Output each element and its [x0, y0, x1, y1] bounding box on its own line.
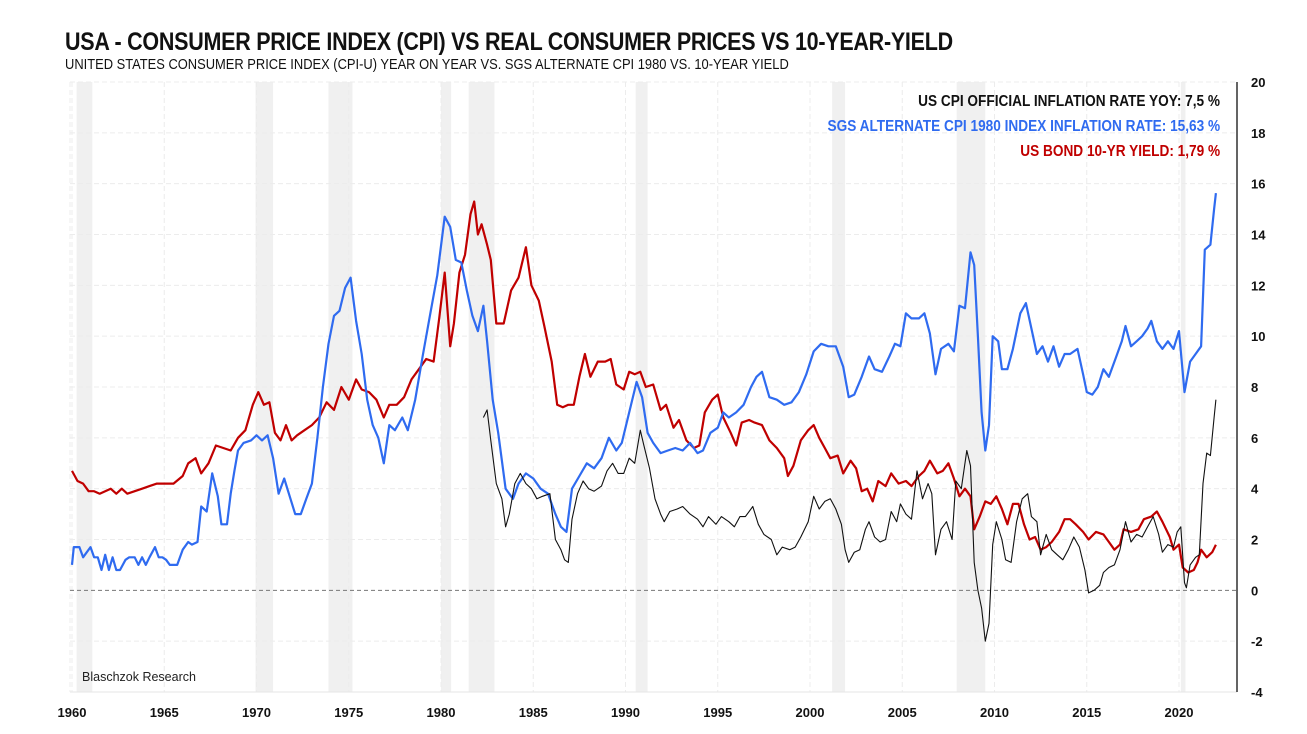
- x-tick-label: 1975: [334, 705, 363, 720]
- y-tick-label: 14: [1251, 228, 1266, 243]
- x-tick-label: 2010: [980, 705, 1009, 720]
- sgs-alternate-cpi-line: [70, 192, 1217, 572]
- watermark: Blaschzok Research: [82, 670, 196, 684]
- y-tick-label: -2: [1251, 634, 1263, 649]
- x-tick-label: 2000: [796, 705, 825, 720]
- x-axis-ticks: 1960 1965 1970 1975 1980 1985 1990 1995 2000 2005…: [58, 705, 1194, 720]
- y-tick-label: 18: [1251, 126, 1265, 141]
- x-tick-label: 1960: [58, 705, 87, 720]
- x-tick-label: 1965: [150, 705, 179, 720]
- y-tick-label: 4: [1251, 482, 1259, 497]
- y-tick-label: 12: [1251, 278, 1265, 293]
- y-tick-label: 0: [1251, 583, 1258, 598]
- y-tick-label: 8: [1251, 380, 1258, 395]
- x-tick-label: 2015: [1072, 705, 1101, 720]
- x-tick-label: 1990: [611, 705, 640, 720]
- chart-title: USA - CONSUMER PRICE INDEX (CPI) VS REAL…: [65, 28, 953, 56]
- y-tick-label: 10: [1251, 329, 1265, 344]
- cpi-official-line: [482, 399, 1217, 642]
- x-tick-label: 1970: [242, 705, 271, 720]
- y-tick-label: 6: [1251, 431, 1258, 446]
- x-tick-label: 2020: [1165, 705, 1194, 720]
- x-tick-label: 1995: [703, 705, 732, 720]
- x-tick-label: 2005: [888, 705, 917, 720]
- legend-sgs: SGS ALTERNATE CPI 1980 INDEX INFLATION R…: [827, 118, 1220, 135]
- x-tick-label: 1985: [519, 705, 548, 720]
- y-tick-label: 20: [1251, 75, 1265, 90]
- y-tick-label: -4: [1251, 685, 1263, 700]
- chart-subtitle: UNITED STATES CONSUMER PRICE INDEX (CPI-…: [65, 56, 789, 73]
- legend-yield: US BOND 10-YR YIELD: 1,79 %: [1020, 143, 1220, 160]
- series-lines: [70, 192, 1217, 642]
- x-tick-label: 1980: [427, 705, 456, 720]
- y-tick-label: 2: [1251, 533, 1258, 548]
- y-tick-label: 16: [1251, 177, 1265, 192]
- legend-cpi: US CPI OFFICIAL INFLATION RATE YOY: 7,5 …: [918, 93, 1220, 110]
